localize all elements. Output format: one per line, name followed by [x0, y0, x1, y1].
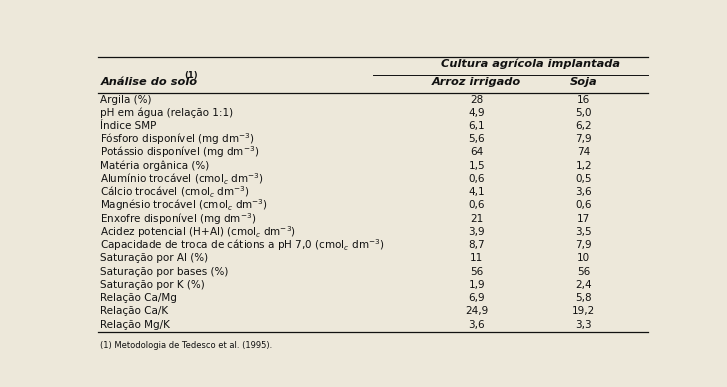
Text: 1,9: 1,9: [468, 280, 485, 290]
Text: 19,2: 19,2: [572, 307, 595, 317]
Text: 2,4: 2,4: [576, 280, 593, 290]
Text: Saturação por bases (%): Saturação por bases (%): [100, 267, 229, 277]
Text: Argila (%): Argila (%): [100, 94, 152, 104]
Text: Alumínio trocável (cmol$_c$ dm$^{-3}$): Alumínio trocável (cmol$_c$ dm$^{-3}$): [100, 171, 264, 187]
Text: Cálcio trocável (cmol$_c$ dm$^{-3}$): Cálcio trocável (cmol$_c$ dm$^{-3}$): [100, 185, 250, 200]
Text: Relação Ca/K: Relação Ca/K: [100, 307, 169, 317]
Text: 56: 56: [577, 267, 590, 277]
Text: 6,1: 6,1: [468, 121, 485, 131]
Text: 3,6: 3,6: [468, 320, 485, 330]
Text: 6,2: 6,2: [576, 121, 593, 131]
Text: 0,6: 0,6: [469, 174, 485, 184]
Text: 8,7: 8,7: [468, 240, 485, 250]
Text: 5,0: 5,0: [576, 108, 592, 118]
Text: 10: 10: [577, 253, 590, 264]
Text: Saturação por K (%): Saturação por K (%): [100, 280, 205, 290]
Text: 16: 16: [577, 94, 590, 104]
Text: 5,8: 5,8: [576, 293, 593, 303]
Text: pH em água (relação 1:1): pH em água (relação 1:1): [100, 108, 233, 118]
Text: 4,1: 4,1: [468, 187, 485, 197]
Text: 28: 28: [470, 94, 483, 104]
Text: Relação Ca/Mg: Relação Ca/Mg: [100, 293, 177, 303]
Text: 0,5: 0,5: [576, 174, 592, 184]
Text: Acidez potencial (H+Al) (cmol$_c$ dm$^{-3}$): Acidez potencial (H+Al) (cmol$_c$ dm$^{-…: [100, 224, 297, 240]
Text: Relação Mg/K: Relação Mg/K: [100, 320, 170, 330]
Text: Arroz irrigado: Arroz irrigado: [432, 77, 521, 87]
Text: 64: 64: [470, 147, 483, 158]
Text: 3,5: 3,5: [576, 227, 593, 237]
Text: Magnésio trocável (cmol$_c$ dm$^{-3}$): Magnésio trocável (cmol$_c$ dm$^{-3}$): [100, 198, 268, 213]
Text: 1,2: 1,2: [576, 161, 593, 171]
Text: 3,9: 3,9: [468, 227, 485, 237]
Text: 4,9: 4,9: [468, 108, 485, 118]
Text: Soja: Soja: [570, 77, 598, 87]
Text: 17: 17: [577, 214, 590, 224]
Text: Potássio disponível (mg dm$^{-3}$): Potássio disponível (mg dm$^{-3}$): [100, 145, 260, 160]
Text: 7,9: 7,9: [576, 134, 593, 144]
Text: 7,9: 7,9: [576, 240, 593, 250]
Text: Enxofre disponível (mg dm$^{-3}$): Enxofre disponível (mg dm$^{-3}$): [100, 211, 257, 227]
Text: (1): (1): [184, 71, 198, 80]
Text: Cultura agrícola implantada: Cultura agrícola implantada: [441, 58, 620, 68]
Text: 3,6: 3,6: [576, 187, 593, 197]
Text: 1,5: 1,5: [468, 161, 485, 171]
Text: Índice SMP: Índice SMP: [100, 121, 157, 131]
Text: 11: 11: [470, 253, 483, 264]
Text: 5,6: 5,6: [468, 134, 485, 144]
Text: Análise do solo: Análise do solo: [100, 77, 198, 87]
Text: Saturação por Al (%): Saturação por Al (%): [100, 253, 209, 264]
Text: Capacidade de troca de cátions a pH 7,0 (cmol$_c$ dm$^{-3}$): Capacidade de troca de cátions a pH 7,0 …: [100, 237, 385, 253]
Text: 3,3: 3,3: [576, 320, 593, 330]
Text: 6,9: 6,9: [468, 293, 485, 303]
Text: 0,6: 0,6: [576, 200, 592, 211]
Text: 0,6: 0,6: [469, 200, 485, 211]
Text: 56: 56: [470, 267, 483, 277]
Text: Fósforo disponível (mg dm$^{-3}$): Fósforo disponível (mg dm$^{-3}$): [100, 131, 255, 147]
Text: 24,9: 24,9: [465, 307, 489, 317]
Text: 74: 74: [577, 147, 590, 158]
Text: (1) Metodologia de Tedesco et al. (1995).: (1) Metodologia de Tedesco et al. (1995)…: [100, 341, 273, 350]
Text: 21: 21: [470, 214, 483, 224]
Text: Matéria orgânica (%): Matéria orgânica (%): [100, 161, 209, 171]
